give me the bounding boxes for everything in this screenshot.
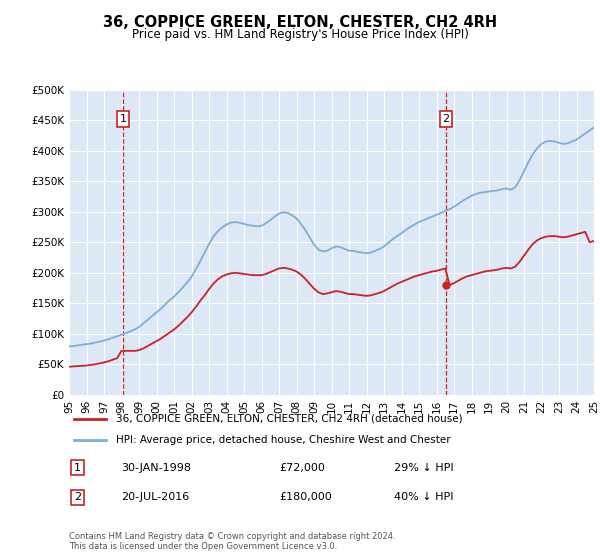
Text: 1: 1	[74, 463, 81, 473]
Text: 29% ↓ HPI: 29% ↓ HPI	[395, 463, 454, 473]
Text: 2: 2	[443, 114, 449, 124]
Text: 20-JUL-2016: 20-JUL-2016	[121, 492, 190, 502]
Text: 36, COPPICE GREEN, ELTON, CHESTER, CH2 4RH: 36, COPPICE GREEN, ELTON, CHESTER, CH2 4…	[103, 15, 497, 30]
Text: £180,000: £180,000	[279, 492, 332, 502]
Text: 30-JAN-1998: 30-JAN-1998	[121, 463, 191, 473]
Text: Contains HM Land Registry data © Crown copyright and database right 2024.
This d: Contains HM Land Registry data © Crown c…	[69, 532, 395, 552]
Text: 40% ↓ HPI: 40% ↓ HPI	[395, 492, 454, 502]
Text: 2: 2	[74, 492, 82, 502]
Text: 1: 1	[119, 114, 127, 124]
Text: £72,000: £72,000	[279, 463, 325, 473]
Text: 36, COPPICE GREEN, ELTON, CHESTER, CH2 4RH (detached house): 36, COPPICE GREEN, ELTON, CHESTER, CH2 4…	[116, 413, 463, 423]
Text: HPI: Average price, detached house, Cheshire West and Chester: HPI: Average price, detached house, Ches…	[116, 435, 451, 445]
Text: Price paid vs. HM Land Registry's House Price Index (HPI): Price paid vs. HM Land Registry's House …	[131, 28, 469, 41]
